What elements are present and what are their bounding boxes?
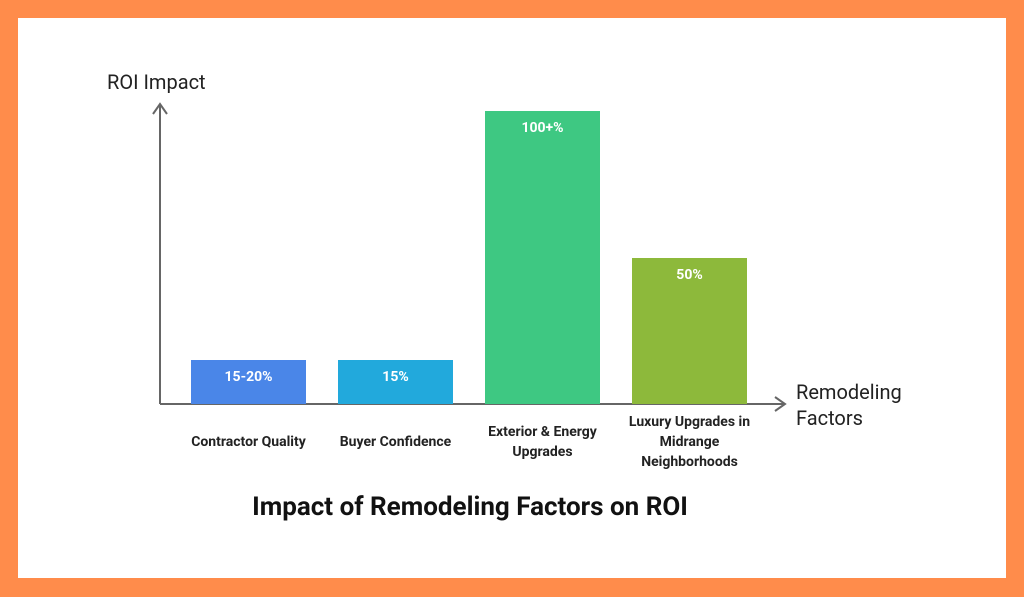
value-label: 15-20% [224,369,273,386]
bar [632,257,747,404]
value-label: 50% [676,266,703,283]
value-label: 100+% [521,120,564,136]
bar [338,360,453,404]
x-tick-label: Luxury Upgrades in Midrange Neighborhood… [628,414,751,470]
x-tick-label: Contractor Quality [191,434,306,450]
bar [191,360,306,404]
value-label: 15% [382,369,409,386]
bar [485,111,600,404]
x-tick-label: Buyer Confidence [339,434,452,450]
y-axis-label: ROI Impact [107,70,206,94]
x-axis-label: Remodeling Factors [796,380,902,430]
x-tick-label: Exterior & Energy Upgrades [488,424,597,460]
x-axis-arrow [774,396,787,412]
y-axis-arrow [152,102,168,115]
chart-title: Impact of Remodeling Factors on ROI [252,492,688,522]
